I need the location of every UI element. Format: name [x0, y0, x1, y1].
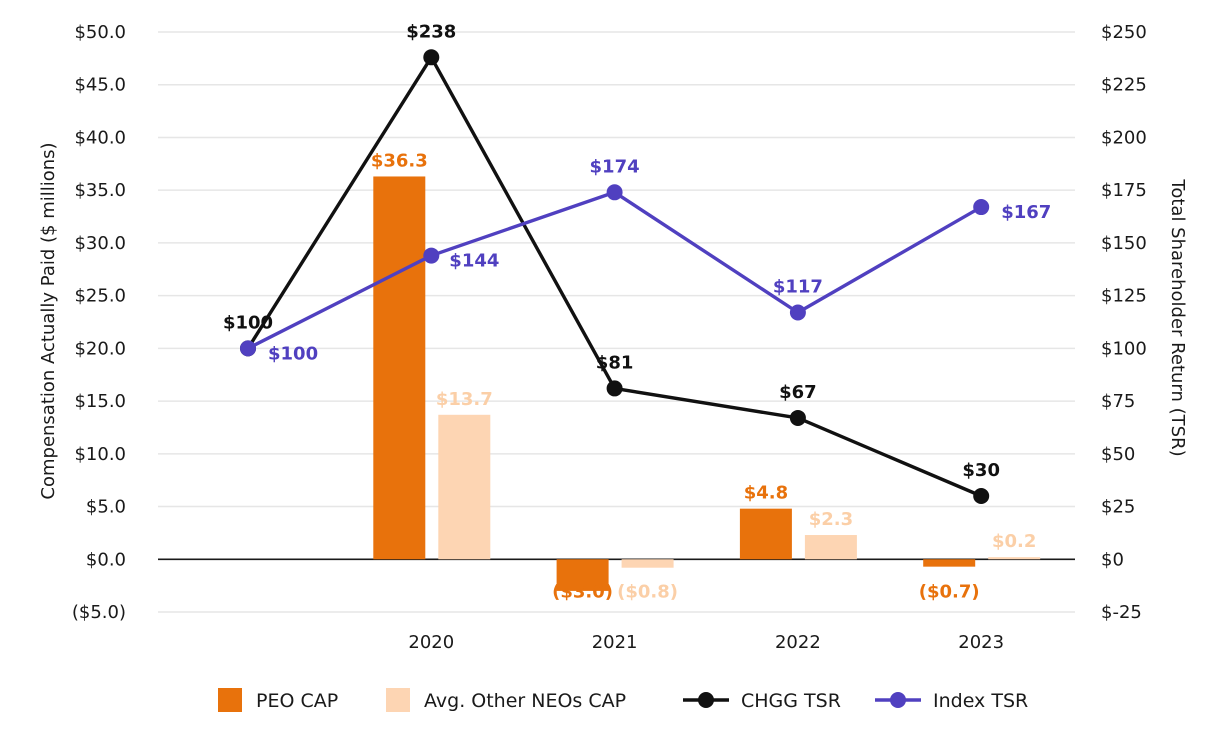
bar-peo-cap [923, 559, 976, 567]
right-tick-label: $225 [1101, 75, 1147, 96]
legend-marker [698, 692, 714, 708]
left-tick-label: ($5.0) [72, 602, 126, 623]
left-tick-label: $25.0 [74, 286, 126, 307]
bar-data-label: ($0.8) [617, 581, 678, 602]
left-tick-label: $50.0 [74, 22, 126, 43]
right-tick-label: $250 [1101, 22, 1147, 43]
line-data-label: $167 [1001, 202, 1051, 223]
right-tick-label: $0 [1101, 549, 1124, 570]
line-data-label: $238 [406, 21, 456, 42]
left-tick-label: $35.0 [74, 180, 126, 201]
right-tick-label: $25 [1101, 497, 1135, 518]
right-tick-label: $125 [1101, 286, 1147, 307]
line-data-label: $174 [590, 156, 640, 177]
x-tick-label: 2023 [958, 632, 1004, 653]
x-tick-label: 2021 [592, 632, 638, 653]
bar-peo-cap [373, 176, 426, 560]
legend-swatch [218, 688, 242, 712]
left-tick-label: $0.0 [86, 549, 126, 570]
bar-data-label: ($3.0) [552, 581, 613, 602]
left-tick-label: $5.0 [86, 497, 126, 518]
bar-data-label: $13.7 [436, 389, 493, 410]
right-axis-ticks: $250 $225 $200 $175 $150 $125 $100 $75 $50 $25 $0 $… [1101, 22, 1147, 623]
bars [373, 176, 1041, 591]
line-point [973, 488, 990, 504]
line-data-label: $144 [449, 251, 499, 272]
line-point [423, 49, 440, 66]
bar-peo-cap [739, 508, 792, 560]
line-chgg-tsr [246, 55, 982, 498]
legend-swatch [386, 688, 410, 712]
line-point [606, 184, 623, 201]
line-data-label: $100 [223, 312, 273, 333]
legend-label: Index TSR [933, 690, 1028, 712]
bar-avg-other-neos-cap [621, 559, 674, 568]
bar-data-label: ($0.7) [919, 581, 980, 602]
left-axis-title: Compensation Actually Paid ($ millions) [38, 142, 59, 499]
line-index-tsr [247, 190, 983, 350]
bar-avg-other-neos-cap [988, 557, 1041, 560]
x-axis-ticks: 2020 2021 2022 2023 [408, 632, 1004, 653]
line-data-label: $117 [773, 277, 823, 298]
bar-data-label: $4.8 [744, 483, 788, 504]
data-labels: $36.3 ($3.0) $4.8 ($0.7) $13.7 ($0.8) $2.3 $0.2… [223, 21, 1051, 602]
bar-avg-other-neos-cap [438, 414, 491, 560]
line-data-label: $67 [779, 382, 817, 403]
bar-avg-other-neos-cap [804, 535, 857, 560]
left-tick-label: $40.0 [74, 127, 126, 148]
right-tick-label: $150 [1101, 233, 1147, 254]
line-point [423, 247, 440, 264]
left-tick-label: $30.0 [74, 233, 126, 254]
legend-label: CHGG TSR [741, 690, 841, 712]
legend-marker [890, 692, 906, 708]
left-tick-label: $45.0 [74, 75, 126, 96]
right-tick-label: $75 [1101, 391, 1135, 412]
legend: PEO CAP Avg. Other NEOs CAP CHGG TSR Index … [218, 688, 1028, 712]
left-axis-ticks: $50.0 $45.0 $40.0 $35.0 $30.0 $25.0 $20.0 $15.0… [72, 22, 126, 623]
legend-label: Avg. Other NEOs CAP [424, 690, 626, 712]
lines [240, 49, 990, 504]
gridlines [158, 31, 1075, 613]
line-point [789, 409, 806, 426]
line-point [240, 340, 256, 357]
right-axis-title: Total Shareholder Return (TSR) [1167, 178, 1188, 456]
line-data-label: $100 [268, 343, 318, 364]
legend-label: PEO CAP [256, 690, 338, 712]
right-tick-label: $200 [1101, 127, 1147, 148]
line-data-label: $81 [596, 352, 634, 373]
line-point [606, 380, 623, 397]
right-tick-label: $-25 [1101, 602, 1142, 623]
left-tick-label: $10.0 [74, 444, 126, 465]
left-tick-label: $15.0 [74, 391, 126, 412]
bar-peo-cap [556, 559, 609, 591]
right-tick-label: $50 [1101, 444, 1135, 465]
line-point [789, 304, 806, 321]
x-tick-label: 2020 [408, 632, 454, 653]
line-point [973, 199, 990, 216]
right-tick-label: $175 [1101, 180, 1147, 201]
left-tick-label: $20.0 [74, 338, 126, 359]
line-data-label: $30 [962, 460, 1000, 481]
bar-data-label: $2.3 [809, 509, 853, 530]
right-tick-label: $100 [1101, 338, 1147, 359]
bar-data-label: $36.3 [371, 150, 428, 171]
bar-data-label: $0.2 [992, 531, 1036, 552]
x-tick-label: 2022 [775, 632, 821, 653]
